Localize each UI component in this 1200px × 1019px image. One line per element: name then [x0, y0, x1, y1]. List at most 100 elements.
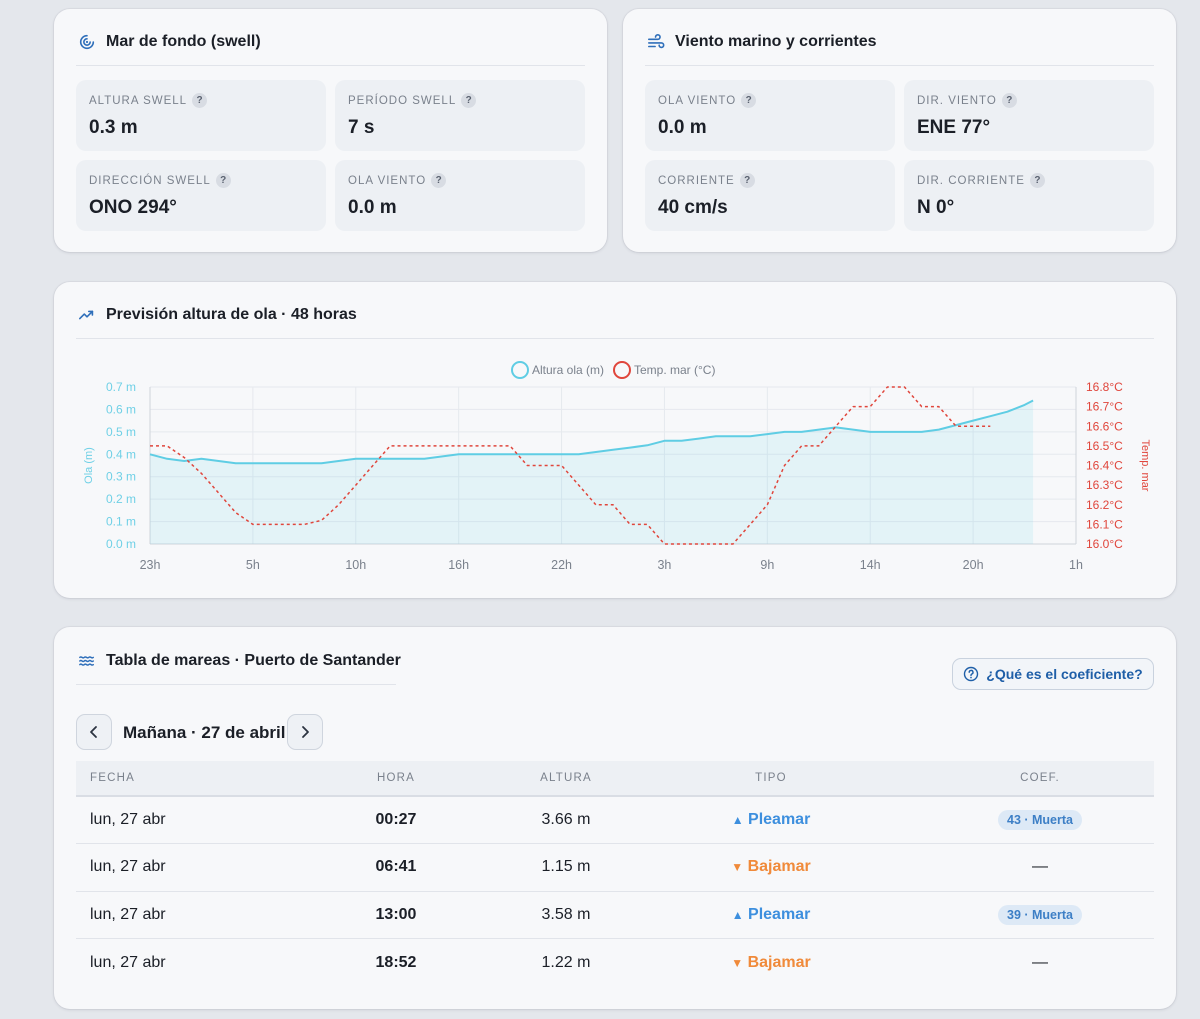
cell-fecha: lun, 27 abr — [76, 796, 276, 844]
cell-coef: 39 · Muerta — [926, 891, 1154, 939]
stat-value: 40 cm/s — [658, 197, 728, 218]
forecast-card-title-text: Previsión altura de ola · 48 horas — [106, 306, 357, 323]
y-right-tick-label: 16.7°C — [1086, 400, 1123, 414]
stat-ola-viento: OLA VIENTO? 0.0 m — [335, 160, 585, 231]
stat-label: OLA VIENTO — [658, 94, 737, 107]
table-header-row: FECHA HORA ALTURA TIPO COEF. — [76, 761, 1154, 797]
cell-altura: 3.58 m — [516, 891, 616, 939]
help-icon[interactable]: ? — [739, 173, 755, 188]
x-tick-label: 9h — [760, 558, 774, 572]
question-circle-icon — [964, 666, 979, 682]
cell-fecha: lun, 27 abr — [76, 843, 276, 892]
coef-badge: 39 · Muerta — [998, 904, 1082, 925]
x-tick-label: 10h — [345, 558, 366, 572]
y-right-axis-title: Temp. mar — [1139, 440, 1151, 492]
coef-empty: — — [1032, 858, 1048, 876]
column-header-fecha: FECHA — [76, 761, 276, 797]
cell-coef: — — [926, 939, 1154, 987]
cell-hora: 06:41 — [276, 843, 516, 892]
cell-tipo: ▼ Bajamar — [616, 939, 926, 987]
tides-table: FECHA HORA ALTURA TIPO COEF. lun, 27 abr… — [76, 761, 1154, 986]
swell-card: Mar de fondo (swell) ALTURA SWELL? 0.3 m… — [54, 9, 607, 252]
table-row: lun, 27 abr 06:41 1.15 m ▼ Bajamar — — [76, 843, 1154, 892]
chevron-right-icon — [302, 726, 309, 738]
triangle-down-icon: ▼ — [731, 860, 744, 875]
help-icon[interactable]: ? — [741, 93, 757, 108]
stat-value: ONO 294° — [89, 197, 177, 218]
y-left-axis-title: Ola (m) — [83, 447, 95, 484]
y-right-tick-label: 16.4°C — [1086, 459, 1123, 473]
help-icon[interactable]: ? — [461, 93, 477, 108]
cell-altura: 3.66 m — [516, 796, 616, 844]
column-header-altura: ALTURA — [516, 761, 616, 797]
x-tick-label: 3h — [657, 558, 671, 572]
tides-card-title-text: Tabla de mareas · Puerto de Santander — [106, 652, 401, 669]
wave-height-area — [150, 400, 1034, 544]
cell-tipo: ▼ Bajamar — [616, 843, 926, 892]
cell-coef: 43 · Muerta — [926, 796, 1154, 844]
stat-label: PERÍODO SWELL — [348, 94, 457, 107]
x-tick-label: 20h — [963, 558, 984, 572]
x-tick-label: 14h — [860, 558, 881, 572]
y-right-tick-label: 16.2°C — [1086, 498, 1123, 512]
y-left-tick-label: 0.7 m — [106, 380, 136, 394]
cell-altura: 1.15 m — [516, 843, 616, 892]
stat-ola-viento: OLA VIENTO? 0.0 m — [645, 80, 895, 151]
stat-label: OLA VIENTO — [348, 174, 427, 187]
help-icon[interactable]: ? — [431, 173, 447, 188]
legend-swatch-wave — [511, 361, 529, 379]
prev-day-button[interactable] — [76, 714, 112, 750]
help-icon[interactable]: ? — [215, 173, 231, 188]
x-tick-label: 1h — [1069, 558, 1083, 572]
wave-height-line — [149, 399, 1034, 465]
stat-value: 0.0 m — [348, 197, 397, 218]
help-icon[interactable]: ? — [1029, 173, 1045, 188]
stat-dir-corriente: DIR. CORRIENTE? N 0° — [904, 160, 1154, 231]
y-right-tick-label: 16.0°C — [1086, 537, 1123, 551]
wave-height-chart: 0.0 m 0.1 m 0.2 m 0.3 m 0.4 m 0.5 m 0.6 m 0.7 m… — [76, 352, 1156, 582]
wind-card: Viento marino y corrientes OLA VIENTO? 0… — [623, 9, 1176, 252]
cell-fecha: lun, 27 abr — [76, 891, 276, 939]
tide-type-label: Bajamar — [747, 858, 811, 876]
stat-value: N 0° — [917, 197, 955, 218]
forecast-card-title: Previsión altura de ola · 48 horas — [78, 306, 357, 324]
help-icon[interactable]: ? — [1001, 93, 1017, 108]
cell-hora: 13:00 — [276, 891, 516, 939]
cell-coef: — — [926, 843, 1154, 892]
y-right-tick-label: 16.5°C — [1086, 439, 1123, 453]
divider — [76, 684, 396, 685]
swell-icon — [79, 34, 95, 50]
cell-hora: 00:27 — [276, 796, 516, 844]
stat-value: 7 s — [348, 117, 375, 138]
tide-type-label: Bajamar — [747, 953, 811, 971]
coef-button-label: ¿Qué es el coeficiente? — [986, 666, 1143, 682]
wind-card-title: Viento marino y corrientes — [647, 33, 877, 51]
swell-card-title-text: Mar de fondo (swell) — [106, 33, 261, 50]
legend-label-wave: Altura ola (m) — [532, 363, 604, 377]
forecast-card: Previsión altura de ola · 48 horas 0.0 m… — [54, 282, 1176, 598]
legend-swatch-temp — [613, 361, 631, 379]
divider — [76, 338, 1154, 339]
stat-value: 0.3 m — [89, 117, 138, 138]
cell-hora: 18:52 — [375, 953, 417, 971]
divider — [76, 65, 585, 66]
wind-stats-grid: OLA VIENTO? 0.0 m DIR. VIENTO? ENE 77° C… — [645, 80, 1154, 231]
stat-periodo-swell: PERÍODO SWELL? 7 s — [335, 80, 585, 151]
stat-value: ENE 77° — [917, 117, 991, 138]
stat-corriente: CORRIENTE? 40 cm/s — [645, 160, 895, 231]
stat-value: 0.0 m — [658, 117, 707, 138]
triangle-down-icon: ▼ — [731, 955, 744, 970]
cell-tipo: ▲ Pleamar — [616, 891, 926, 939]
x-tick-label: 23h — [140, 558, 161, 572]
coef-help-button[interactable]: ¿Qué es el coeficiente? — [952, 658, 1154, 690]
x-tick-label: 16h — [448, 558, 469, 572]
next-day-button[interactable] — [287, 714, 323, 750]
wind-card-title-text: Viento marino y corrientes — [675, 33, 877, 50]
wind-icon — [647, 34, 665, 49]
triangle-up-icon: ▲ — [731, 813, 744, 827]
tides-card-title: Tabla de mareas · Puerto de Santander — [78, 652, 401, 670]
help-icon[interactable]: ? — [192, 93, 208, 108]
tide-type-label: Pleamar — [748, 905, 811, 923]
column-header-hora: HORA — [276, 761, 516, 797]
swell-stats-grid: ALTURA SWELL? 0.3 m PERÍODO SWELL? 7 s D… — [76, 80, 585, 231]
